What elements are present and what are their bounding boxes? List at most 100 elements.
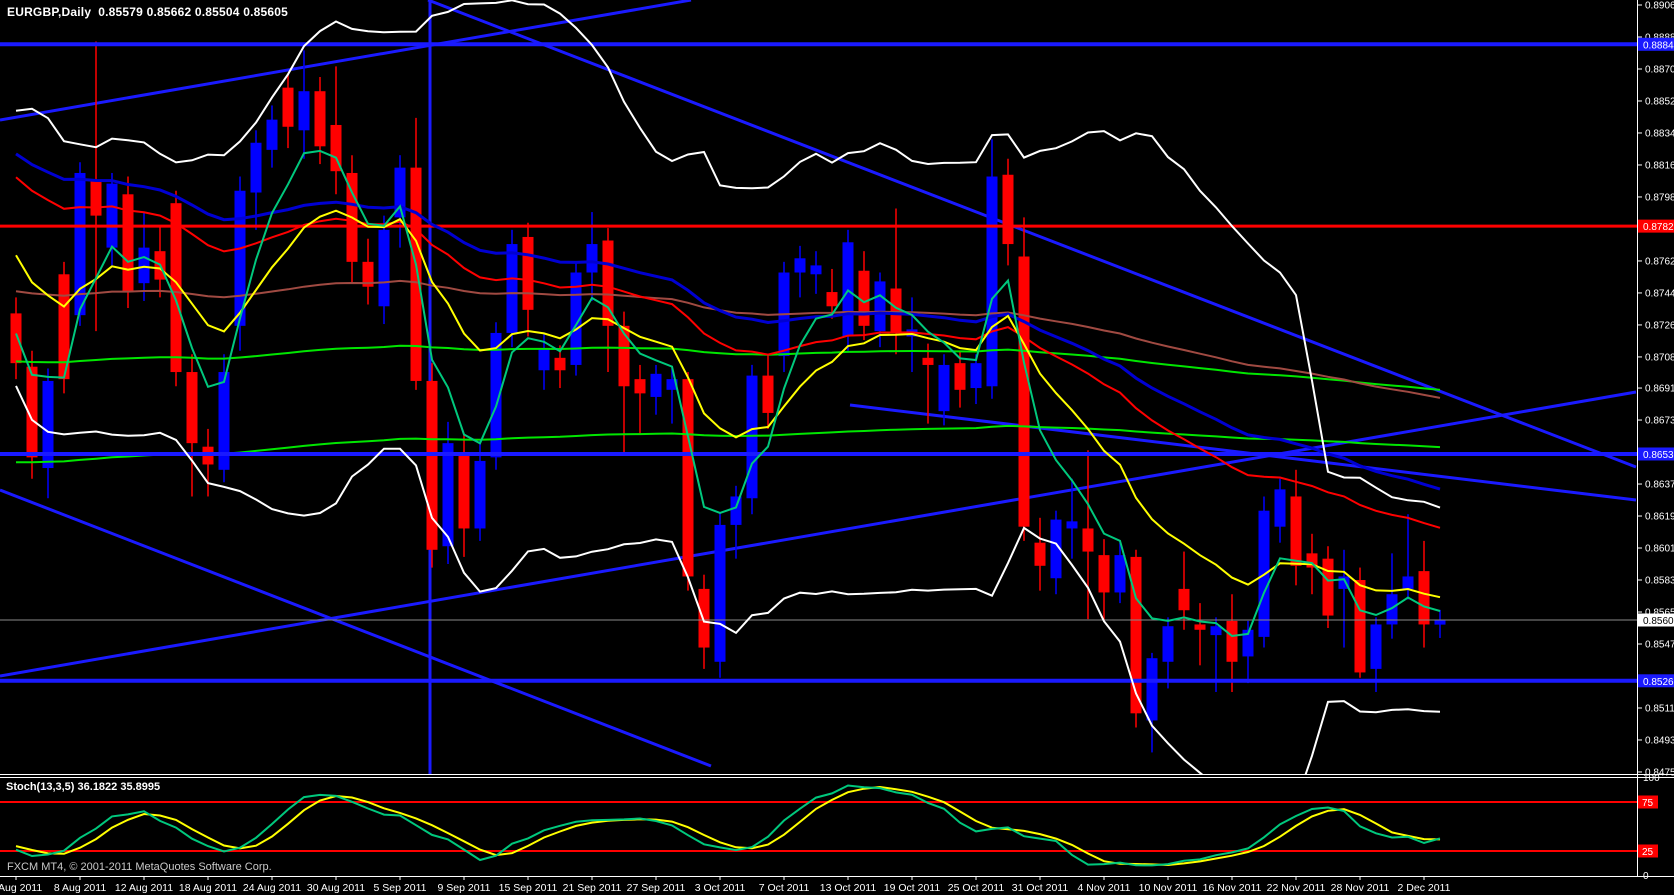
candle-body-down	[634, 379, 646, 394]
candle-body-up	[138, 247, 150, 284]
candle-body-down	[762, 375, 774, 413]
candle-body-down	[90, 180, 102, 216]
price-badge-label: 0.85263	[1643, 677, 1674, 688]
price-tick-label: 0.87445	[1645, 288, 1674, 299]
date-tick-label: 18 Aug 2011	[179, 882, 237, 894]
candle-body-down	[858, 270, 870, 326]
bollinger-upper-band[interactable]	[15, 0, 1441, 509]
date-tick-label: 22 Nov 2011	[1267, 882, 1326, 894]
candle-body-down	[1354, 580, 1366, 673]
candle-body-up	[538, 348, 550, 371]
candle-body-down	[362, 261, 374, 287]
trendline-object[interactable]	[0, 488, 712, 768]
ma-blue[interactable]	[15, 152, 1441, 491]
price-tick-label: 0.88345	[1645, 128, 1674, 139]
candle-body-down	[170, 203, 182, 373]
candle-body-down	[1002, 174, 1014, 245]
candle-body-down	[682, 379, 694, 577]
trendline-object[interactable]	[0, 390, 1637, 678]
candle-body-up	[106, 183, 118, 248]
candle-body-up	[474, 460, 486, 529]
candle-body-up	[970, 363, 982, 389]
stoch-main-line[interactable]	[15, 784, 1441, 867]
date-tick-label: 4 Nov 2011	[1078, 882, 1131, 894]
price-tick-label: 0.87625	[1645, 256, 1674, 267]
candle-body-up	[650, 373, 662, 397]
ma-100-lime[interactable]	[15, 344, 1441, 391]
candle-body-down	[1322, 558, 1334, 616]
candle-body-up	[394, 167, 406, 218]
candle-body-up	[586, 244, 598, 273]
ma-spring-green[interactable]	[15, 149, 1441, 638]
time-axis[interactable]: 2 Aug 2011 8 Aug 2011 12 Aug 2011 18 Aug 20…	[0, 877, 1451, 894]
candle-body-down	[1226, 620, 1238, 662]
candle-body-up	[1210, 626, 1222, 636]
price-badge	[1638, 674, 1674, 688]
candle-body-up	[1434, 620, 1446, 625]
price-axis[interactable]: 0.890650.888850.887050.885250.883450.881…	[1637, 1, 1674, 779]
date-tick-label: 3 Oct 2011	[695, 882, 746, 894]
price-tick-label: 0.88165	[1645, 160, 1674, 171]
bollinger-lower-band[interactable]	[15, 385, 1441, 809]
date-tick-label: 28 Nov 2011	[1331, 882, 1390, 894]
price-tick-label: 0.87265	[1645, 320, 1674, 331]
candle-body-down	[1290, 496, 1302, 566]
stoch-signal-line[interactable]	[15, 785, 1441, 867]
price-tick-label: 0.88525	[1645, 96, 1674, 107]
candle-body-down	[890, 288, 902, 333]
stoch-axis-label: 100	[1643, 773, 1660, 784]
candle-body-down	[826, 292, 838, 307]
candle-body-up	[490, 332, 502, 458]
main-chart-area[interactable]	[0, 0, 1637, 809]
candle-body-up	[1146, 658, 1158, 721]
ma-red[interactable]	[15, 176, 1441, 529]
candle-body-up	[218, 372, 230, 470]
candle-body-up	[746, 375, 758, 499]
candle-body-down	[282, 87, 294, 127]
candle-body-down	[1194, 624, 1206, 630]
candle-body-up	[1242, 629, 1254, 657]
candle-body-down	[1418, 571, 1430, 625]
candle-body-up	[42, 380, 54, 469]
candle-body-down	[522, 236, 534, 310]
candle-body-up	[266, 119, 278, 150]
candle-body-down	[314, 91, 326, 147]
candle-body-up	[1050, 519, 1062, 579]
candle-body-down	[922, 357, 934, 365]
date-tick-label: 13 Oct 2011	[820, 882, 877, 894]
candle-body-down	[1098, 555, 1110, 593]
price-badge	[1638, 37, 1674, 51]
ma-200-lime-low[interactable]	[16, 424, 1441, 464]
stochastic-panel[interactable]	[0, 784, 1637, 867]
date-tick-label: 19 Oct 2011	[884, 882, 941, 894]
candle-body-up	[986, 176, 998, 387]
date-tick-label: 2 Dec 2011	[1398, 882, 1451, 894]
candle-body-up	[74, 172, 86, 316]
price-tick-label: 0.89065	[1645, 1, 1674, 12]
ma-yellow[interactable]	[15, 209, 1441, 599]
candle-body-down	[1082, 528, 1094, 552]
price-badge-label: 0.85605	[1643, 616, 1674, 627]
candle-body-down	[122, 194, 134, 293]
candle-body-down	[618, 325, 630, 387]
price-badge	[1638, 447, 1674, 461]
candle-body-up	[1386, 594, 1398, 625]
candle-body-up	[1274, 489, 1286, 527]
price-badge	[1638, 613, 1674, 627]
date-tick-label: 5 Sep 2011	[374, 882, 427, 894]
candle-body-down	[1130, 556, 1142, 714]
candle-body-up	[938, 364, 950, 412]
stoch-axis[interactable]: 100 0 75 25	[1638, 773, 1660, 882]
candle-body-up	[666, 379, 678, 390]
trendline-object[interactable]	[0, 0, 692, 122]
date-tick-label: 7 Oct 2011	[759, 882, 810, 894]
